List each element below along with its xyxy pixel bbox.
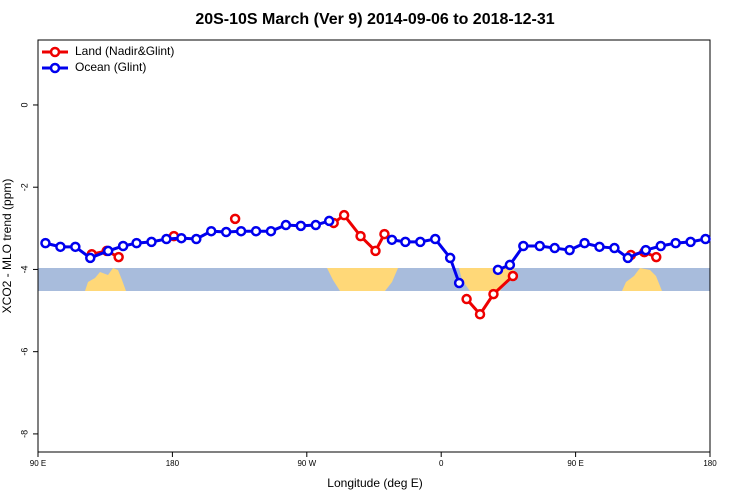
data-point bbox=[229, 213, 241, 225]
y-tick-label: -2 bbox=[19, 183, 29, 191]
data-point bbox=[453, 277, 465, 289]
data-point bbox=[579, 237, 590, 249]
data-point bbox=[338, 209, 350, 221]
data-point bbox=[205, 225, 217, 237]
plot-frame bbox=[37, 39, 711, 453]
data-point bbox=[549, 242, 560, 254]
chart-title: 20S-10S March (Ver 9) 2014-09-06 to 2018… bbox=[195, 11, 554, 28]
y-tick-label: -4 bbox=[19, 265, 29, 273]
x-tick-label: 90 W bbox=[297, 459, 316, 468]
data-point bbox=[444, 252, 456, 264]
x-tick-label: 0 bbox=[439, 459, 444, 468]
data-point bbox=[310, 219, 322, 231]
data-point bbox=[685, 236, 696, 248]
x-tick-label: 90 E bbox=[567, 459, 583, 468]
y-axis-title: XCO2 - MLO trend (ppm) bbox=[0, 179, 14, 314]
data-point bbox=[235, 225, 247, 237]
data-point bbox=[504, 259, 516, 271]
legend-label: Land (Nadir&Glint) bbox=[75, 44, 174, 58]
data-point bbox=[176, 232, 187, 244]
data-point bbox=[518, 240, 529, 252]
data-point bbox=[355, 230, 366, 242]
data-point bbox=[564, 244, 575, 256]
data-point bbox=[622, 252, 634, 264]
data-point bbox=[415, 236, 426, 248]
series-line bbox=[91, 213, 657, 317]
legend-marker bbox=[49, 62, 61, 74]
data-point bbox=[609, 242, 620, 254]
data-point bbox=[594, 241, 605, 253]
legend-marker bbox=[49, 46, 61, 58]
data-point bbox=[379, 228, 390, 240]
data-point bbox=[323, 215, 335, 227]
land-shape bbox=[622, 268, 662, 291]
data-point bbox=[146, 236, 157, 248]
data-point bbox=[220, 226, 232, 238]
data-point bbox=[488, 288, 499, 300]
x-tick-label: 90 E bbox=[30, 459, 46, 468]
y-tick-label: -6 bbox=[19, 348, 29, 356]
data-point bbox=[102, 245, 114, 257]
data-point bbox=[670, 237, 681, 249]
data-point bbox=[507, 270, 519, 282]
legend-label: Ocean (Glint) bbox=[75, 60, 146, 74]
data-point bbox=[650, 251, 662, 263]
data-point bbox=[534, 240, 546, 252]
data-point bbox=[640, 244, 652, 256]
data-point bbox=[113, 251, 124, 263]
data-point bbox=[700, 233, 711, 245]
data-point bbox=[474, 309, 486, 320]
data-point bbox=[131, 237, 142, 249]
data-point bbox=[265, 225, 277, 237]
data-point bbox=[386, 234, 398, 246]
data-point bbox=[492, 264, 504, 276]
data-point bbox=[55, 241, 66, 253]
data-point bbox=[429, 233, 441, 245]
data-point bbox=[161, 233, 172, 245]
data-point bbox=[85, 252, 96, 264]
x-tick-label: 180 bbox=[166, 459, 180, 468]
land-shape bbox=[85, 268, 126, 291]
data-point bbox=[400, 236, 411, 248]
map-strip bbox=[38, 268, 710, 291]
data-point bbox=[280, 219, 292, 231]
data-point bbox=[191, 233, 202, 245]
data-point bbox=[40, 237, 51, 249]
y-tick-label: 0 bbox=[19, 102, 29, 107]
data-point bbox=[655, 240, 666, 252]
data-point bbox=[117, 240, 129, 252]
data-point bbox=[295, 220, 307, 232]
data-point bbox=[370, 245, 381, 257]
y-tick-label: -8 bbox=[19, 430, 29, 438]
x-tick-label: 180 bbox=[703, 459, 717, 468]
data-point bbox=[250, 225, 262, 237]
land-shape bbox=[327, 268, 398, 291]
data-point bbox=[461, 293, 472, 305]
x-axis-title: Longitude (deg E) bbox=[327, 476, 422, 490]
data-point bbox=[70, 241, 81, 253]
